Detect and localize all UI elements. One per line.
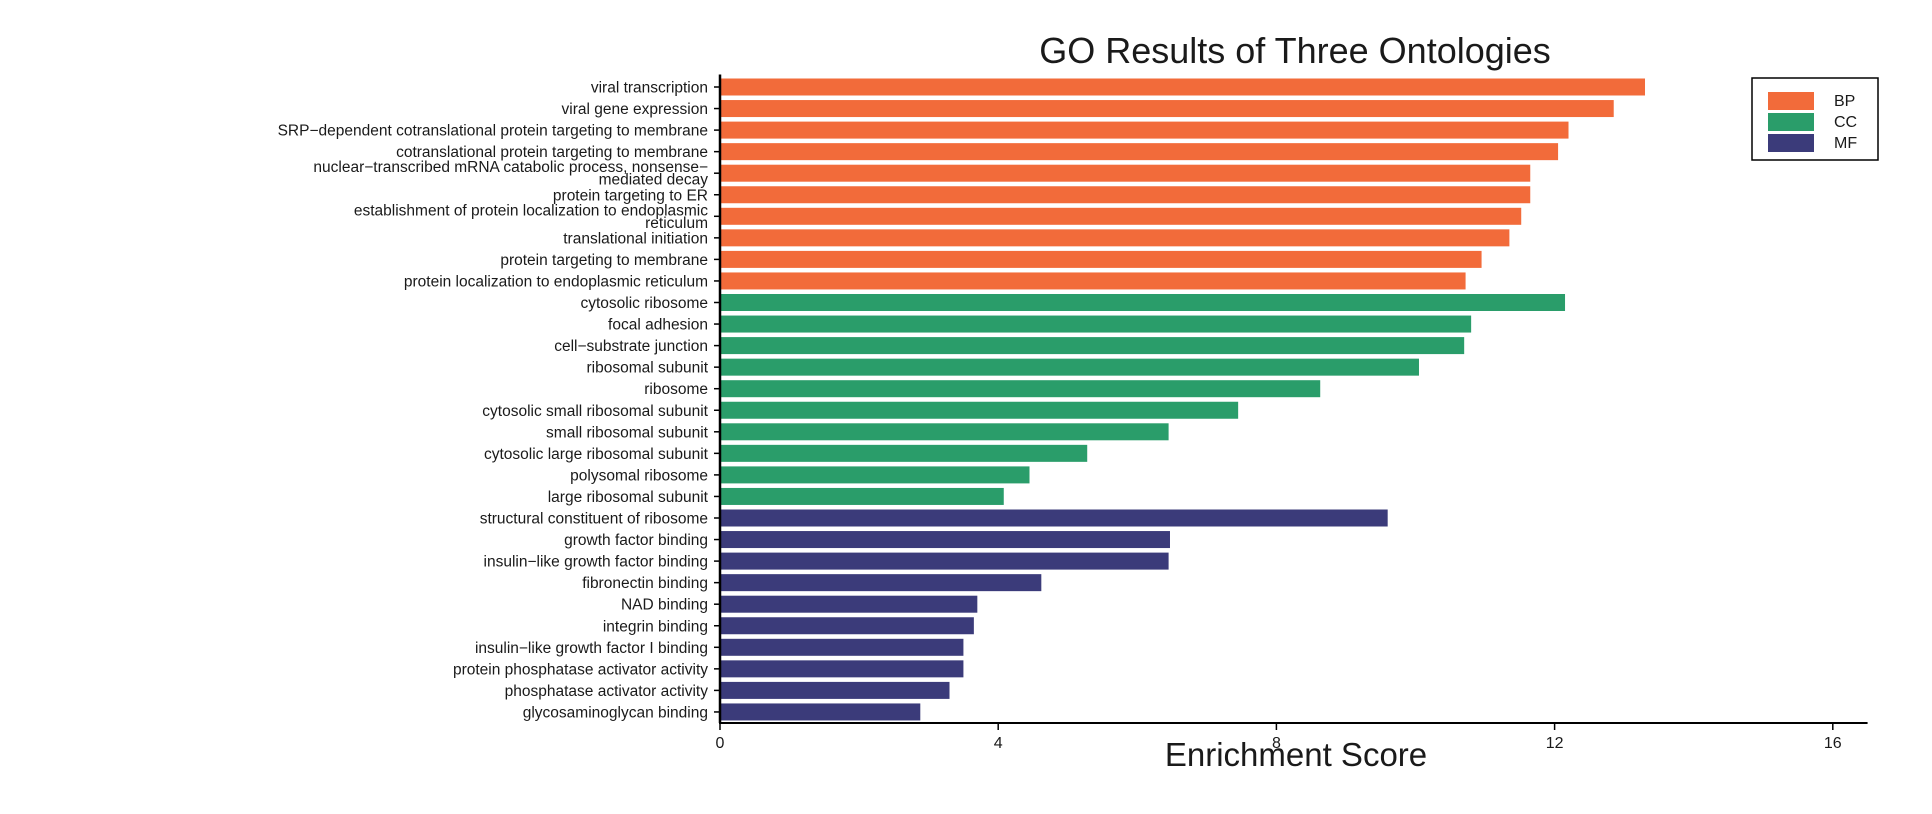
y-tick-label: polysomal ribosome [570,467,708,484]
y-tick-label: small ribosomal subunit [546,424,709,441]
bar-23 [720,574,1042,592]
y-tick-label: nuclear−transcribed mRNA catabolic proce… [313,159,708,189]
bar-14 [720,380,1321,398]
y-tick-label: fibronectin binding [582,575,708,592]
legend-label-cc: CC [1834,114,1857,131]
y-tick-label: SRP−dependent cotranslational protein ta… [278,123,708,140]
y-tick-label: integrin binding [603,618,708,635]
y-tick-label: growth factor binding [564,532,708,549]
x-tick-label: 0 [716,735,725,752]
x-axis: 0 4 8 12 16 [716,74,1868,752]
y-tick-label: cytosolic ribosome [581,295,709,312]
bar-4 [720,164,1531,182]
y-tick-label: protein targeting to ER [553,187,708,204]
y-tick-label: insulin−like growth factor I binding [475,640,708,657]
bar-17 [720,444,1088,462]
y-tick-label: ribosome [644,381,708,398]
bar-22 [720,552,1169,570]
bar-10 [720,294,1566,311]
y-tick-label: viral gene expression [562,101,708,118]
y-tick-label: insulin−like growth factor binding [484,554,708,571]
legend-swatch-mf [1768,134,1814,152]
x-tick-label: 12 [1546,735,1564,752]
bar-20 [720,509,1388,527]
y-tick-label: large ribosomal subunit [548,489,709,506]
x-tick-label: 8 [1272,735,1281,752]
bar-25 [720,617,974,635]
bar-6 [720,207,1522,225]
y-tick-label: structural constituent of ribosome [480,511,708,528]
y-tick-label: protein targeting to membrane [500,252,708,269]
y-tick-label: viral transcription [591,80,708,97]
bar-24 [720,595,978,613]
bar-28 [720,681,950,699]
bar-15 [720,401,1239,419]
legend-label-bp: BP [1834,93,1855,110]
y-tick-label: NAD binding [621,597,708,614]
bar-21 [720,531,1170,549]
y-tick-label: translational initiation [563,230,708,247]
legend-swatch-cc [1768,113,1814,131]
bar-19 [720,487,1004,505]
y-tick-label: ribosomal subunit [587,360,709,377]
bar-3 [720,143,1559,161]
bar-1 [720,100,1614,118]
legend-swatch-bp [1768,92,1814,110]
y-tick-label: cell−substrate junction [554,338,708,355]
bar-11 [720,315,1472,333]
legend-label-mf: MF [1834,135,1857,152]
y-tick-label: cytosolic small ribosomal subunit [482,403,708,420]
bar-12 [720,337,1465,355]
bar-7 [720,229,1510,247]
bar-27 [720,660,964,678]
bar-26 [720,638,964,656]
y-tick-label: phosphatase activator activity [505,683,709,700]
bars-group [720,78,1646,721]
y-tick-label: focal adhesion [608,317,708,334]
y-tick-label: cytosolic large ribosomal subunit [484,446,709,463]
bar-9 [720,272,1466,290]
x-tick-label: 16 [1824,735,1842,752]
bar-8 [720,250,1482,268]
bar-13 [720,358,1419,376]
bar-29 [720,703,921,721]
bar-16 [720,423,1169,441]
y-tick-label: protein phosphatase activator activity [453,661,708,678]
y-tick-label: glycosaminoglycan binding [523,704,708,721]
y-tick-labels: viral transcription viral gene expression… [278,80,720,721]
y-tick-label: establishment of protein localization to… [354,202,708,232]
bar-0 [720,78,1646,96]
chart-title: GO Results of Three Ontologies [1039,30,1551,71]
bar-18 [720,466,1030,484]
bar-5 [720,186,1531,204]
x-tick-label: 4 [994,735,1003,752]
legend: BP CC MF [1751,77,1879,161]
y-tick-label: protein localization to endoplasmic reti… [404,273,708,290]
x-axis-label: Enrichment Score [1165,736,1427,773]
y-tick-label: cotranslational protein targeting to mem… [396,144,708,161]
bar-2 [720,121,1569,139]
